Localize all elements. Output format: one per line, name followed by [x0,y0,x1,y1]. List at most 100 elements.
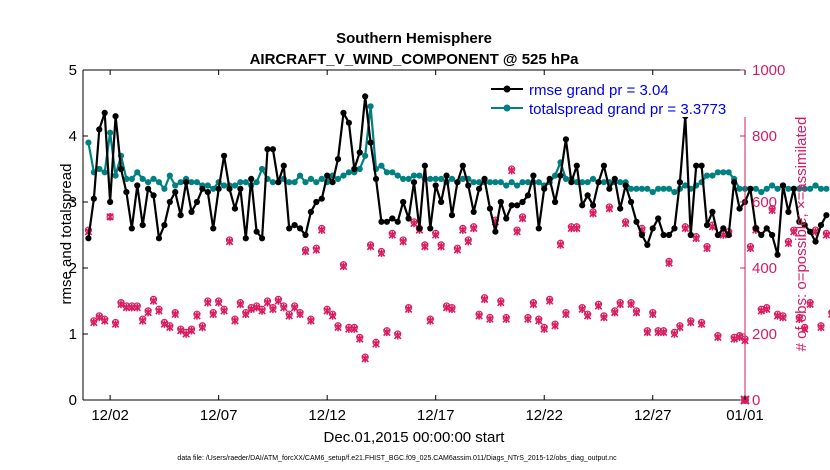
rmse-point [703,222,711,229]
obs-assimilated-mark [285,312,293,320]
obs-assimilated-marker [334,323,342,332]
obs-assimilated-mark [220,307,228,315]
obs-assimilated-marker [361,354,369,363]
spread-point [752,185,759,192]
rmse-point [443,172,450,179]
chart-subtitle: AIRCRAFT_V_WIND_COMPONENT @ 525 hPa [250,51,580,68]
spread-point [758,189,765,196]
x-tick-label: 12/27 [634,407,672,424]
obs-assimilated-mark [703,244,711,252]
obs-assimilated-mark [540,325,548,333]
rmse-point [280,162,287,169]
spread-point [204,182,211,189]
obs-assimilated-marker [540,325,548,333]
rmse-point [617,205,624,212]
obs-assimilated-marker [193,312,201,320]
obs-assimilated-mark [263,298,272,307]
rmse-point [720,225,727,232]
obs-assimilated-marker [247,305,255,314]
obs-assimilated-mark [155,307,163,315]
obs-assimilated-mark [274,297,283,305]
obs-assimilated-mark [654,328,662,337]
rmse-point [286,225,293,232]
obs-assimilated-mark [410,219,418,228]
obs-assimilated-marker [312,246,321,254]
legend: rmse grand pr = 3.04 totalspread grand p… [484,75,746,118]
spread-point [389,169,396,176]
obs-assimilated-marker [535,317,543,325]
obs-assimilated-mark [149,297,158,305]
obs-assimilated-marker [643,328,652,337]
obs-assimilated-mark [204,298,212,307]
spread-point [703,172,711,179]
spread-point [269,179,277,186]
rmse-point [497,198,504,206]
rmse-point [275,179,282,186]
obs-assimilated-marker [100,317,109,325]
rmse-point [752,225,759,232]
obs-assimilated-marker [556,241,565,249]
y-tick-label-left: 4 [69,128,77,145]
spread-point [291,179,298,186]
spread-point [801,185,808,192]
rmse-point [486,205,494,212]
obs-assimilated-mark [296,310,304,318]
y-axis-label-right: # of obs: o=possible; ×=assimilated [793,117,810,352]
obs-assimilated-mark [507,166,516,175]
x-tick-label: 12/12 [308,407,346,424]
spread-point [812,182,819,189]
rmse-point [779,182,787,189]
obs-assimilated-mark [106,213,114,221]
legend-box [484,75,746,117]
obs-assimilated-mark [621,219,630,228]
rmse-point [627,198,635,206]
spread-point [503,182,510,189]
rmse-point [394,218,401,225]
obs-assimilated-marker [616,300,624,309]
spread-point [720,169,727,176]
obs-assimilated-marker [578,305,586,314]
obs-assimilated-mark [594,302,603,310]
spread-point [253,179,260,186]
obs-assimilated-marker [307,317,315,325]
obs-assimilated-mark [122,303,131,312]
obs-assimilated-marker [138,317,147,325]
spread-point [237,179,244,186]
spread-point [356,165,363,173]
obs-assimilated-mark [372,340,380,348]
obs-assimilated-marker [263,298,272,307]
obs-assimilated-marker [822,231,830,239]
rmse-point [796,218,803,225]
spread-point [459,175,466,182]
spread-point [524,179,532,186]
spread-point [85,139,92,146]
spread-point [150,175,157,182]
legend-rmse-marker [503,85,511,93]
obs-assimilated-marker [404,305,413,314]
spread-point [155,179,163,186]
chart-title: Southern Hemisphere [336,30,492,47]
spread-point [394,172,401,179]
obs-assimilated-marker [459,226,467,234]
obs-assimilated-mark [459,226,467,234]
rmse-point [199,185,206,192]
obs-assimilated-mark [768,206,776,215]
y-tick-label-left: 1 [69,326,77,343]
obs-assimilated-mark [431,231,440,239]
obs-assimilated-mark [312,246,321,254]
obs-assimilated-mark [290,303,299,312]
spread-point [400,175,407,182]
obs-assimilated-mark [497,298,505,307]
y-tick-label-left: 0 [69,392,77,409]
rmse-point [302,231,309,239]
rmse-point [166,198,173,206]
obs-assimilated-mark [556,241,565,249]
spread-point [589,175,597,182]
obs-assimilated-mark [551,321,559,330]
obs-assimilated-marker [697,320,706,328]
obs-assimilated-marker [144,308,152,317]
obs-assimilated-marker [393,331,402,340]
obs-assimilated-mark [95,313,104,322]
spread-point [682,182,689,189]
obs-assimilated-marker [377,249,386,257]
